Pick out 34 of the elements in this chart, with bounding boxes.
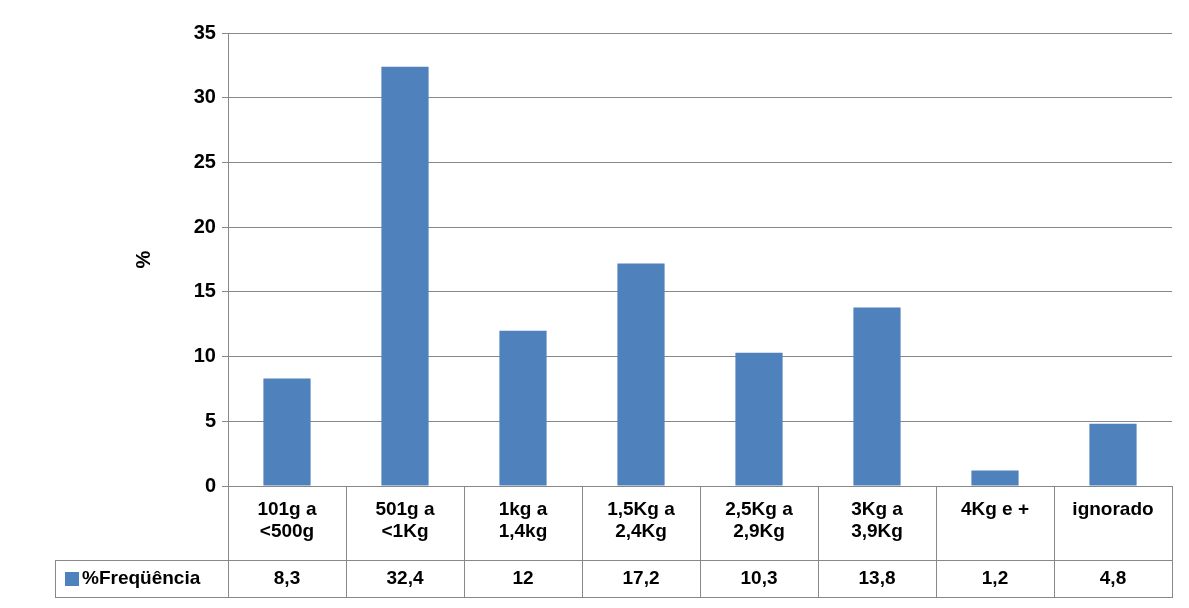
data-label: 10,3 xyxy=(740,567,778,589)
legend-label: %Freqüência xyxy=(82,567,201,589)
y-tick-label: 10 xyxy=(193,344,216,367)
bar xyxy=(735,352,783,486)
x-tick-label: 1kg a 1,4kg xyxy=(498,497,548,542)
y-tick-label: 20 xyxy=(193,214,216,237)
bar xyxy=(853,307,901,486)
data-label: 12 xyxy=(512,567,534,589)
data-label: 32,4 xyxy=(386,567,424,589)
data-label: 8,3 xyxy=(273,567,301,589)
bar xyxy=(499,330,547,486)
y-tick-label: 30 xyxy=(193,85,216,108)
bar xyxy=(263,378,311,486)
y-tick-label: 15 xyxy=(193,279,216,302)
y-axis-title: % xyxy=(131,250,154,269)
bar xyxy=(381,66,429,486)
y-tick-label: 0 xyxy=(204,473,216,496)
x-tick-label: 3Kg a 3,9Kg xyxy=(851,497,904,542)
y-tick-label: 35 xyxy=(193,20,216,43)
x-tick-label: ignorado xyxy=(1072,497,1154,519)
y-tick-label: 25 xyxy=(193,149,216,172)
bar xyxy=(971,470,1019,486)
data-label: 4,8 xyxy=(1099,567,1127,589)
x-tick-label: 2,5Kg a 2,9Kg xyxy=(725,497,794,542)
x-tick-label: 1,5Kg a 2,4Kg xyxy=(607,497,676,542)
data-label: 17,2 xyxy=(622,567,660,589)
x-tick-label: 4Kg e + xyxy=(960,497,1030,519)
x-tick-label: 501g a <1Kg xyxy=(375,497,436,542)
y-tick-label: 5 xyxy=(204,408,216,431)
bar xyxy=(1089,423,1137,486)
bar xyxy=(617,263,665,486)
data-label: 13,8 xyxy=(858,567,896,589)
data-label: 1,2 xyxy=(981,567,1009,589)
x-tick-label: 101g a <500g xyxy=(257,497,318,542)
